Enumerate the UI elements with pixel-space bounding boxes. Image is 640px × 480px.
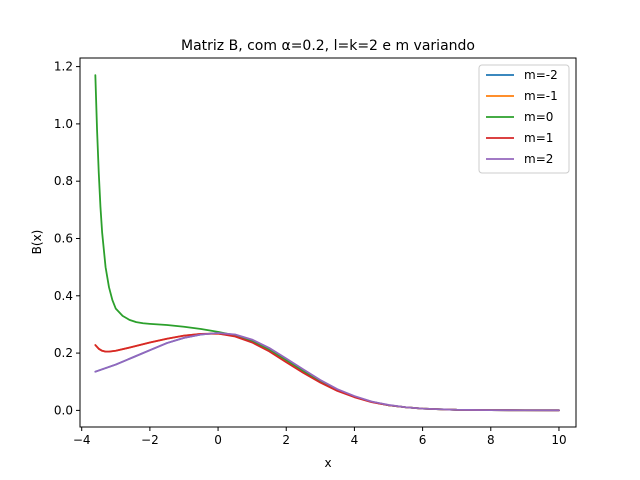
legend-label: m=-2: [524, 68, 558, 82]
chart-title: Matriz B, com α=0.2, l=k=2 e m variando: [181, 38, 475, 54]
y-tick-label: 1.0: [54, 117, 73, 131]
legend-label: m=1: [524, 131, 553, 145]
legend-frame: [478, 64, 570, 174]
plot-area: [79, 57, 577, 428]
x-tick-label: 0: [214, 433, 222, 447]
legend-label: m=2: [524, 152, 553, 166]
x-axis-title: x: [324, 456, 331, 470]
y-tick-label: 0.2: [54, 346, 73, 360]
y-tick-label: 1.2: [54, 60, 73, 74]
y-tick-label: 0.4: [54, 289, 73, 303]
y-axis: 0.0 0.2 0.4 0.6 0.8 1.0 1.2: [54, 60, 80, 417]
x-tick-label: −4: [73, 433, 91, 447]
axes-frame: [79, 57, 577, 428]
series-layer: [94, 74, 560, 412]
series-line-m=2: [94, 332, 560, 412]
legend: m=-2 m=-1 m=0 m=1 m=2: [478, 64, 570, 174]
y-tick-label: 0.6: [54, 231, 73, 245]
y-tick-label: 0.0: [54, 403, 73, 417]
x-tick-label: 4: [351, 433, 359, 447]
x-tick-label: 2: [282, 433, 290, 447]
x-tick-label: 6: [419, 433, 427, 447]
legend-label: m=-1: [524, 89, 558, 103]
x-tick-label: 10: [551, 433, 566, 447]
y-axis-title: B(x): [30, 230, 44, 255]
legend-label: m=0: [524, 110, 553, 124]
x-tick-label: 8: [487, 433, 495, 447]
y-tick-label: 0.8: [54, 174, 73, 188]
x-tick-label: −2: [141, 433, 159, 447]
x-axis: −4 −2 0 2 4 6 8 10: [73, 427, 567, 447]
